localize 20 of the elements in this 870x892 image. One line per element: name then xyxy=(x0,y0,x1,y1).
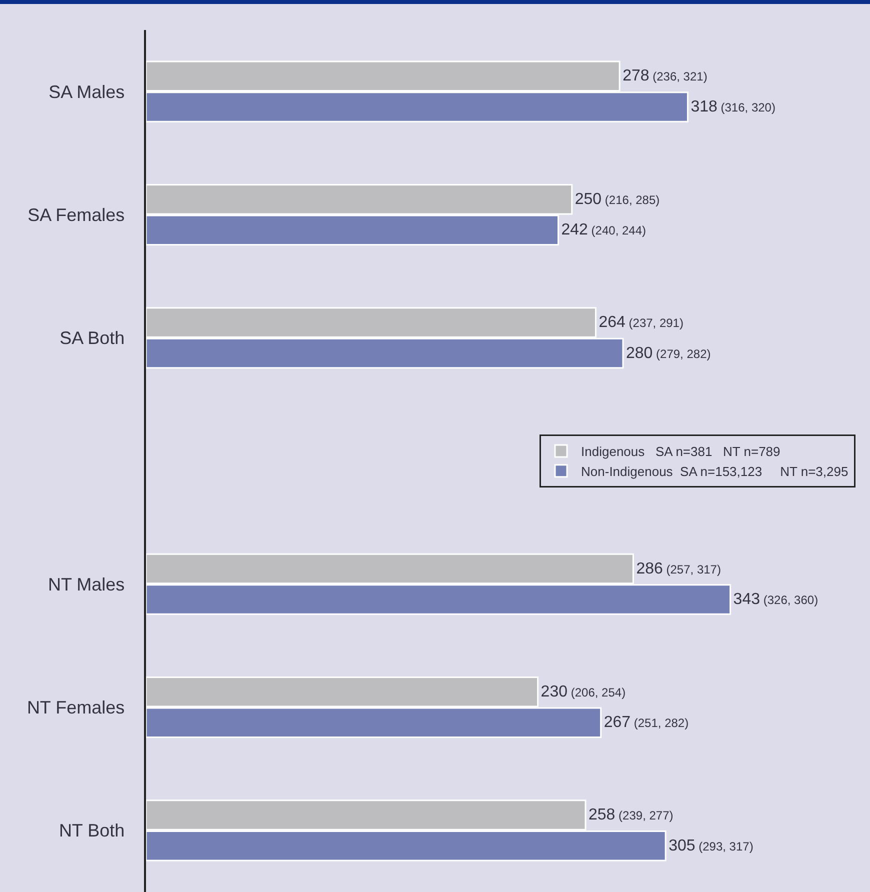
legend-label: Indigenous SA n=381 NT n=789 xyxy=(581,444,780,460)
data-label: 286 (257, 317) xyxy=(636,560,721,578)
data-label: 258 (239, 277) xyxy=(588,806,674,824)
y-tick-label: SA Males xyxy=(48,82,125,102)
data-label: 318 (316, 320) xyxy=(690,98,776,116)
data-label: 280 (279, 282) xyxy=(626,344,711,362)
data-label: 267 (251, 282) xyxy=(604,714,689,732)
legend-label: Non-Indigenous SA n=153,123 NT n=3,295 xyxy=(581,464,848,479)
data-label: 250 (216, 285) xyxy=(574,190,660,208)
data-label: 343 (326, 360) xyxy=(733,591,818,608)
y-tick-label: NT Females xyxy=(26,698,125,718)
y-tick-label: SA Females xyxy=(28,205,125,226)
y-tick-label: NT Males xyxy=(48,574,125,594)
data-label: 278 (236, 321) xyxy=(622,68,708,85)
data-label: 305 (293, 317) xyxy=(668,837,754,854)
y-tick-label: NT Both xyxy=(58,820,125,841)
data-label: 242 (240, 244) xyxy=(561,222,646,239)
y-tick-label: SA Both xyxy=(60,328,125,348)
data-label: 264 (237, 291) xyxy=(598,314,684,331)
data-label: 230 (206, 254) xyxy=(540,683,626,700)
